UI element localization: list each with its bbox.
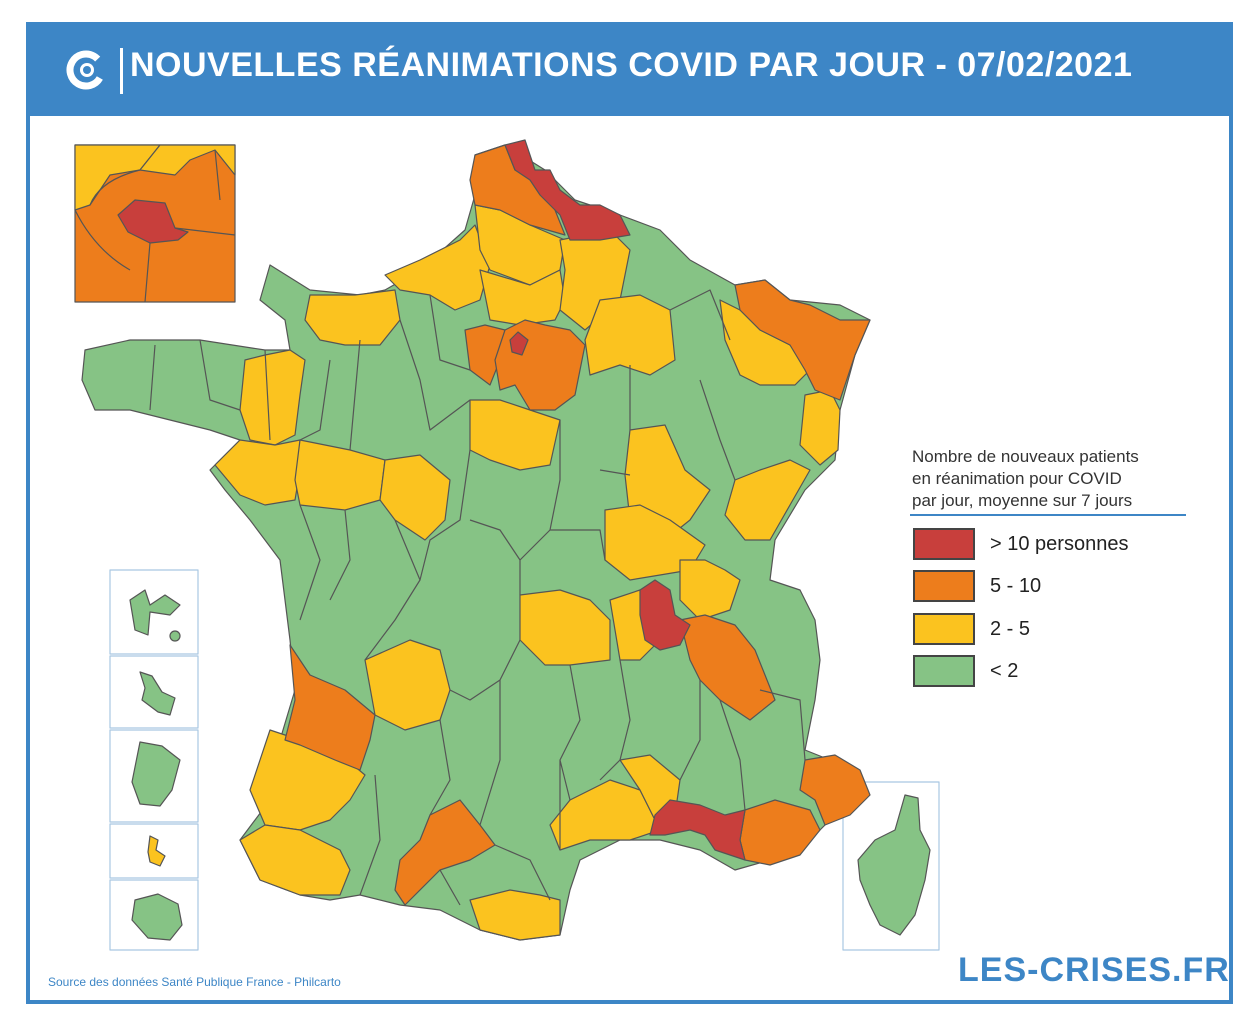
legend-label: < 2 [990, 659, 1019, 682]
legend-title-line: Nombre de nouveaux patients [912, 447, 1139, 466]
legend-item-high: > 10 personnes [913, 527, 1128, 561]
brand-logo[interactable]: LES-CRISES.FR [958, 951, 1230, 989]
guyane-region [131, 741, 181, 807]
header-bar [26, 22, 1233, 116]
legend-item-low: 2 - 5 [913, 612, 1030, 646]
legend-divider [910, 514, 1186, 516]
legend-swatch-red [913, 528, 975, 560]
mayotte-region [147, 835, 166, 867]
page-title: NOUVELLES RÉANIMATIONS COVID PAR JOUR - … [130, 46, 1133, 84]
overseas-insets [109, 569, 940, 951]
martinique-region [139, 671, 176, 716]
legend-swatch-green [913, 655, 975, 687]
guadeloupe-region [129, 589, 181, 636]
la-reunion-region [131, 893, 183, 941]
paris-inset [74, 144, 236, 303]
header-separator [120, 48, 123, 94]
legend-title-line: en réanimation pour COVID [912, 469, 1122, 488]
corse-region [857, 794, 931, 936]
legend-swatch-orange [913, 570, 975, 602]
legend-label: 2 - 5 [990, 617, 1031, 640]
legend-item-medium: 5 - 10 [913, 569, 1041, 603]
legend-label: > 10 personnes [990, 532, 1129, 555]
legend-label: 5 - 10 [990, 574, 1042, 597]
legend-swatch-yellow [913, 613, 975, 645]
source-credit: Source des données Santé Publique France… [48, 975, 341, 989]
legend-title: Nombre de nouveaux patients en réanimati… [912, 446, 1202, 512]
legend-item-very-low: < 2 [913, 654, 1018, 688]
legend-title-line: par jour, moyenne sur 7 jours [912, 491, 1133, 510]
les-crises-logo-icon [66, 50, 106, 90]
mainland-france [81, 139, 871, 941]
